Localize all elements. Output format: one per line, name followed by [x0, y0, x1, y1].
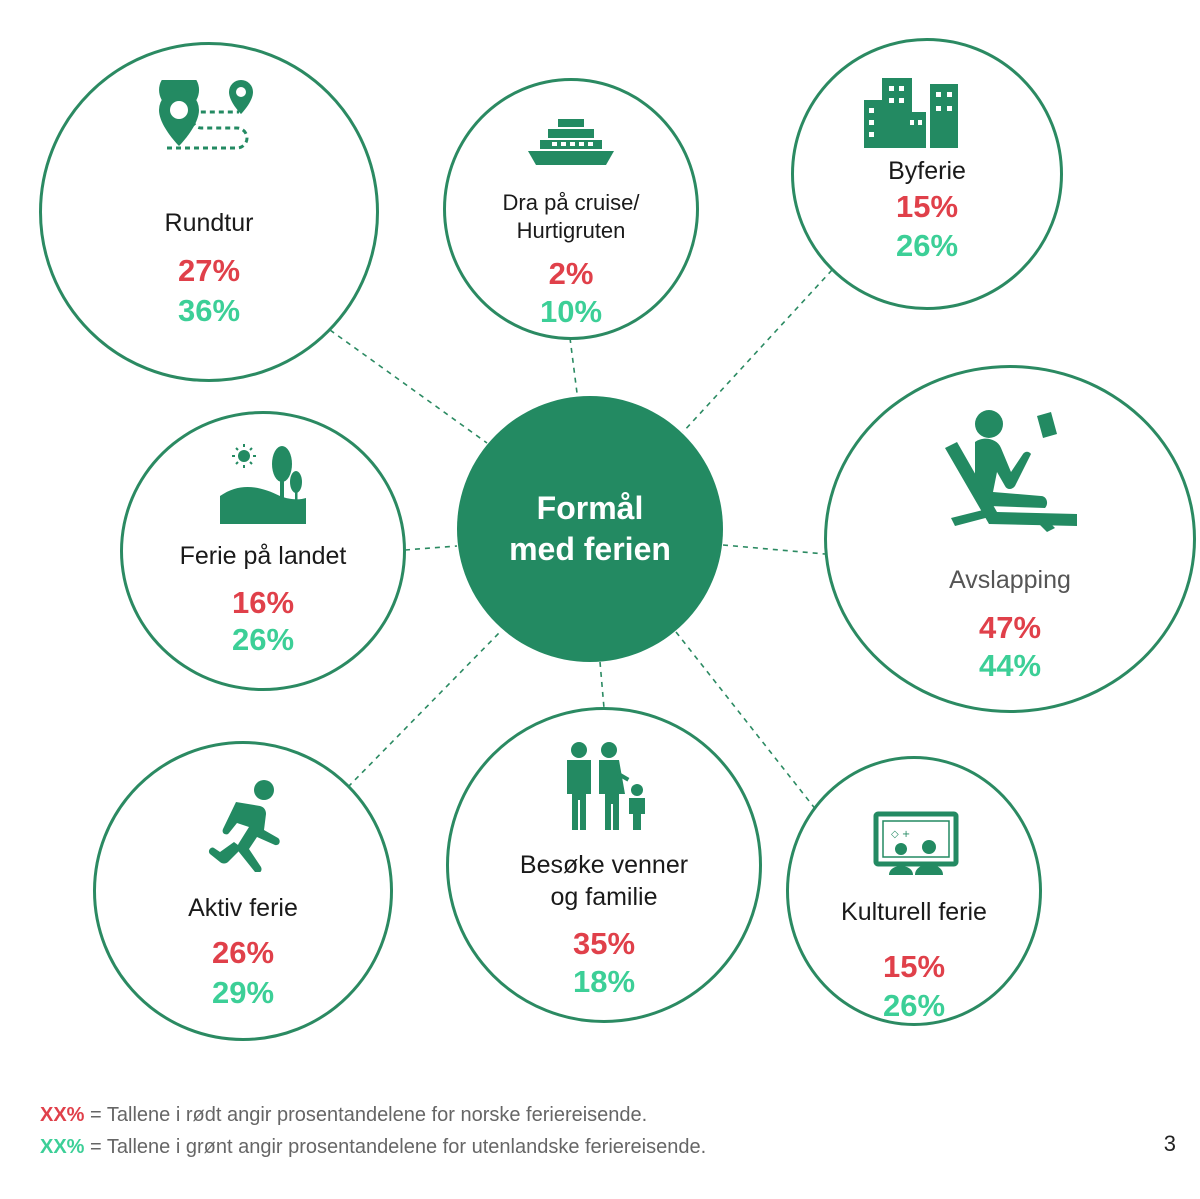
running-person-icon: [208, 780, 280, 872]
kulturell-foreign-pct: 26%: [882, 988, 946, 1023]
byferie-label: Byferie: [888, 157, 966, 185]
legend-foreign: XX% = Tallene i grønt angir prosentandel…: [40, 1136, 706, 1159]
besoke-label-line1: Besøke venner: [519, 851, 689, 879]
city-buildings-icon: [864, 78, 958, 148]
besoke-foreign-pct: 18%: [572, 964, 636, 999]
connector-besoke: [599, 661, 605, 709]
rundtur-no-pct: 27%: [177, 253, 241, 288]
cruise-ship-icon: [528, 119, 614, 165]
legend-green-key: XX%: [40, 1136, 85, 1158]
aktiv-foreign-pct: 29%: [211, 975, 275, 1010]
node-byferie: Byferie 15% 26%: [791, 38, 1063, 310]
cruise-foreign-pct: 10%: [539, 294, 603, 329]
legend-red-text: = Tallene i rødt angir prosentandelene f…: [90, 1104, 648, 1126]
besoke-label-line2: og familie: [550, 883, 658, 911]
cruise-no-pct: 2%: [548, 256, 594, 291]
kulturell-no-pct: 15%: [882, 949, 946, 984]
connector-avslapping: [722, 544, 826, 555]
landet-foreign-pct: 26%: [231, 622, 295, 657]
relaxing-person-icon: [945, 410, 1077, 532]
connector-byferie: [682, 269, 833, 433]
center-title-line1: Formål: [536, 490, 644, 526]
connector-cruise: [569, 337, 578, 394]
byferie-no-pct: 15%: [895, 189, 959, 224]
aktiv-no-pct: 26%: [211, 935, 275, 970]
node-besoke: Besøke venner og familie 35% 18%: [446, 707, 762, 1023]
rundtur-label: Rundtur: [164, 209, 254, 237]
map-route-icon: [159, 80, 253, 150]
node-kulturell: ◇ + Kulturell ferie 15% 26%: [786, 756, 1042, 1026]
node-cruise: Dra på cruise/ Hurtigruten 2% 10%: [443, 78, 699, 340]
page-number: 3: [1163, 1131, 1176, 1156]
cruise-label-line1: Dra på cruise/: [502, 190, 640, 215]
byferie-foreign-pct: 26%: [895, 228, 959, 263]
aktiv-label: Aktiv ferie: [188, 894, 298, 922]
landet-label: Ferie på landet: [179, 542, 347, 570]
center-title-line2: med ferien: [509, 531, 671, 567]
legend-green-text: = Tallene i grønt angir prosentandelene …: [90, 1136, 707, 1158]
avslapping-foreign-pct: 44%: [978, 648, 1042, 683]
museum-painting-icon: ◇ +: [873, 811, 959, 875]
connector-rundtur: [329, 329, 488, 444]
avslapping-label: Avslapping: [949, 566, 1071, 594]
rundtur-foreign-pct: 36%: [177, 293, 241, 328]
kulturell-label: Kulturell ferie: [841, 898, 987, 926]
svg-text:◇ +: ◇ +: [891, 829, 910, 840]
connector-landet: [404, 545, 458, 551]
connector-aktiv: [347, 631, 501, 788]
countryside-icon: [220, 444, 306, 524]
landet-no-pct: 16%: [231, 585, 295, 620]
legend-red-key: XX%: [40, 1104, 85, 1126]
node-landet: Ferie på landet 16% 26%: [120, 411, 406, 691]
node-rundtur: Rundtur 27% 36%: [39, 42, 379, 382]
cruise-label-line2: Hurtigruten: [516, 218, 626, 243]
center-hub: Formål med ferien: [457, 396, 723, 662]
legend-norwegian: XX% = Tallene i rødt angir prosentandele…: [40, 1104, 647, 1127]
family-icon: [567, 742, 645, 830]
node-avslapping: Avslapping 47% 44%: [824, 365, 1196, 713]
besoke-no-pct: 35%: [572, 926, 636, 961]
avslapping-no-pct: 47%: [978, 610, 1042, 645]
node-aktiv: Aktiv ferie 26% 29%: [93, 741, 393, 1041]
